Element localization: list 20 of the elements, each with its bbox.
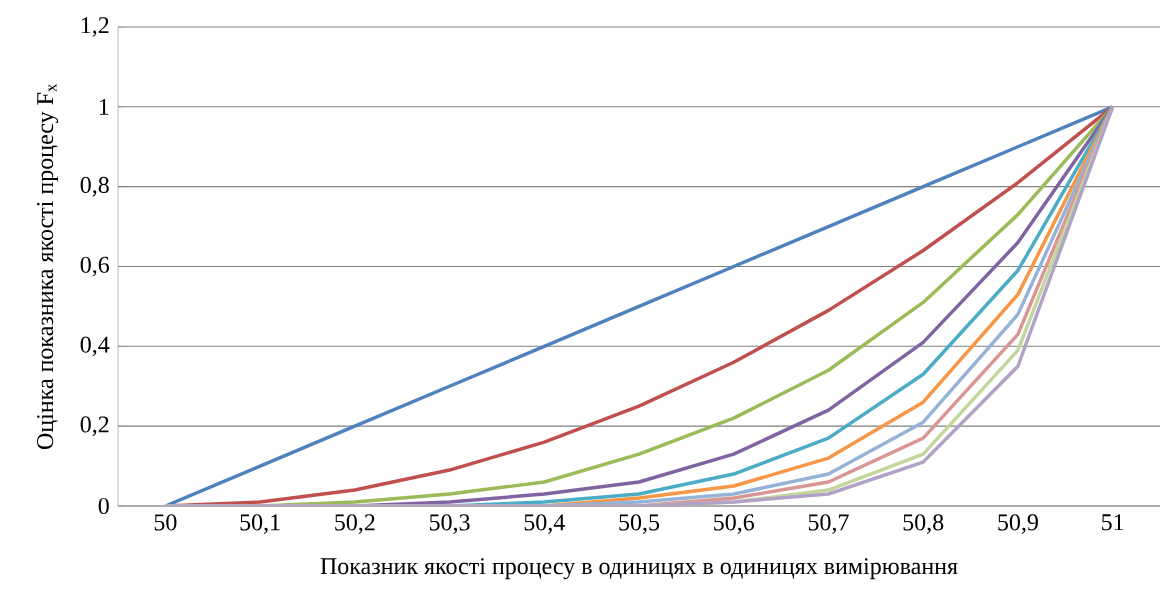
y-tick-label: 0,4 xyxy=(80,336,110,357)
y-tick-label: 0,6 xyxy=(80,256,110,277)
y-tick-label: 1 xyxy=(99,98,109,115)
x-tick-label: 50 xyxy=(154,514,177,531)
x-tick-label: 50,2 xyxy=(335,514,375,534)
x-tick-label: 50,5 xyxy=(619,514,660,534)
x-axis-title: Показник якості процесу в одиницях в одиницях вимірювання xyxy=(320,558,958,580)
x-tick-label: 50,8 xyxy=(903,514,944,534)
x-tick-label: 50,4 xyxy=(524,514,565,534)
y-tick-label: 0 xyxy=(98,497,109,515)
y-tick-label: 0,8 xyxy=(80,176,109,197)
x-tick-label: 50,1 xyxy=(240,514,280,534)
y-tick-label: 1,2 xyxy=(81,17,109,37)
y-tick-label: 0,2 xyxy=(80,416,109,436)
x-tick-label: 50,9 xyxy=(998,514,1038,534)
x-tick-label: 51 xyxy=(1102,514,1124,531)
x-tick-label: 50,7 xyxy=(808,514,849,534)
x-tick-label: 50,3 xyxy=(429,514,470,534)
x-tick-label: 50,6 xyxy=(714,514,755,534)
y-axis-title: Оцінка показника якості процесу F$_{x}$ xyxy=(37,83,59,450)
